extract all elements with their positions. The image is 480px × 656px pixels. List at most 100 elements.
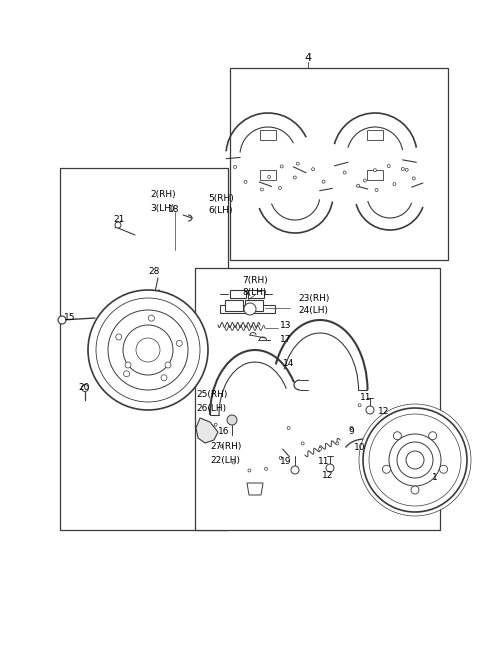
Polygon shape [367,130,383,140]
Circle shape [244,180,247,183]
Circle shape [293,176,296,179]
Circle shape [161,375,167,380]
Text: 16: 16 [218,428,229,436]
Circle shape [115,222,121,228]
Bar [230,68,448,260]
Circle shape [366,406,374,414]
Circle shape [350,426,353,430]
Text: 3(LH): 3(LH) [150,203,175,213]
Bar [220,305,275,313]
Text: 10: 10 [354,443,365,453]
Circle shape [405,169,408,171]
Circle shape [359,404,471,516]
Circle shape [440,465,447,473]
Circle shape [244,303,256,315]
Circle shape [148,315,155,321]
Text: 18: 18 [168,205,180,215]
Circle shape [312,168,314,171]
Polygon shape [247,483,263,495]
Circle shape [373,169,376,172]
Text: 19: 19 [280,457,291,466]
Circle shape [363,179,366,182]
Polygon shape [260,170,276,180]
Circle shape [268,175,271,178]
Circle shape [214,423,217,426]
Text: 27(RH): 27(RH) [210,443,241,451]
Circle shape [301,442,304,445]
Text: 20: 20 [78,384,89,392]
Text: 15: 15 [64,312,75,321]
Text: 2(RH): 2(RH) [150,190,176,199]
Polygon shape [196,418,218,443]
Circle shape [287,426,290,430]
Circle shape [58,316,66,324]
Circle shape [165,362,171,368]
Circle shape [389,434,441,486]
Circle shape [220,445,223,448]
Circle shape [278,186,281,190]
Text: 8(LH): 8(LH) [242,289,266,298]
Circle shape [234,165,237,169]
Text: 9: 9 [348,428,354,436]
Bar [248,290,264,298]
Text: 12: 12 [378,407,389,417]
Circle shape [123,371,130,377]
Text: 23(RH): 23(RH) [298,293,329,302]
Circle shape [296,162,299,165]
Circle shape [123,325,173,375]
Circle shape [88,290,208,410]
Circle shape [406,451,424,469]
Bar [225,300,243,311]
Circle shape [176,340,182,346]
Text: 4: 4 [304,53,312,63]
Text: 26(LH): 26(LH) [196,403,226,413]
Circle shape [116,334,122,340]
Text: 22(LH): 22(LH) [210,455,240,464]
Bar [230,290,246,298]
Circle shape [343,171,346,174]
Circle shape [326,464,334,472]
Text: 5(RH): 5(RH) [208,194,234,203]
Circle shape [261,188,264,191]
Text: 21: 21 [113,216,124,224]
Polygon shape [260,130,276,140]
Circle shape [383,465,390,473]
Text: 11: 11 [318,457,329,466]
Text: 17: 17 [280,335,291,344]
Circle shape [397,442,433,478]
Text: 1: 1 [432,474,438,483]
Circle shape [375,188,378,192]
Circle shape [136,338,160,362]
Circle shape [393,182,396,186]
Text: 28: 28 [148,268,159,276]
Circle shape [96,298,200,402]
Circle shape [387,165,390,167]
Circle shape [264,467,267,470]
Polygon shape [367,170,383,180]
Text: 12: 12 [322,470,334,480]
Circle shape [248,469,251,472]
Circle shape [394,432,401,440]
Circle shape [401,167,404,171]
Circle shape [363,408,467,512]
Circle shape [322,180,325,183]
Circle shape [280,165,283,168]
Circle shape [82,384,88,392]
Circle shape [411,486,419,494]
Circle shape [429,432,437,440]
Circle shape [357,184,360,187]
Text: 7(RH): 7(RH) [242,276,268,285]
Circle shape [358,404,361,407]
Text: 6(LH): 6(LH) [208,207,232,216]
Circle shape [369,414,461,506]
Text: 13: 13 [280,321,291,329]
Text: 14: 14 [283,358,294,367]
Circle shape [279,457,282,459]
Circle shape [108,310,188,390]
Text: 25(RH): 25(RH) [196,390,228,400]
Text: 24(LH): 24(LH) [298,306,328,316]
Circle shape [319,447,322,451]
Text: 11: 11 [360,394,372,403]
Circle shape [412,177,415,180]
Circle shape [232,461,235,464]
